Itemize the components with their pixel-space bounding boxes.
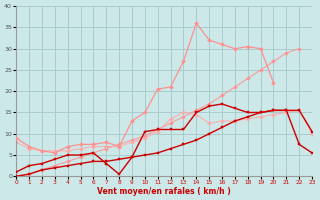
X-axis label: Vent moyen/en rafales ( km/h ): Vent moyen/en rafales ( km/h ) bbox=[97, 187, 231, 196]
